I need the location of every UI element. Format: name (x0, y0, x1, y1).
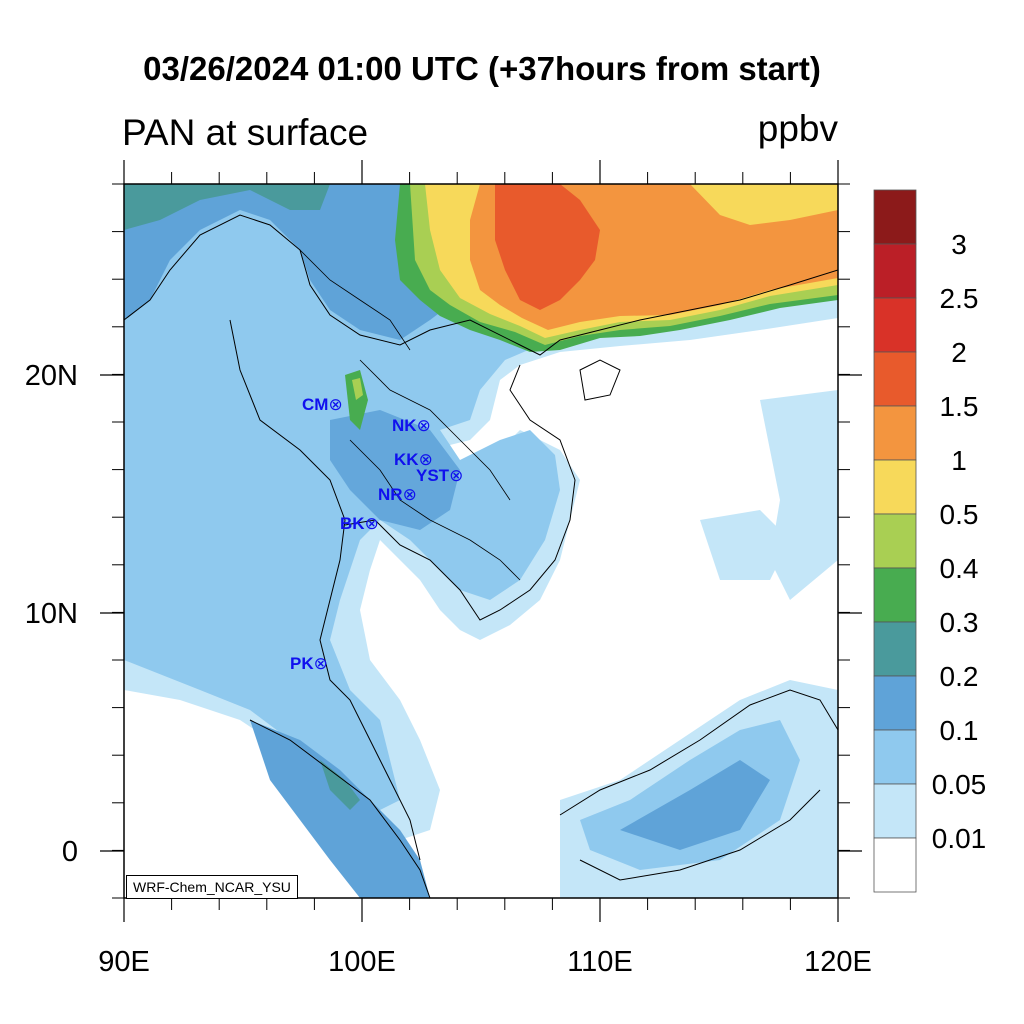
station-label: PK (290, 654, 314, 673)
colorbar-swatch (873, 621, 917, 677)
plot-title: 03/26/2024 01:00 UTC (+37hours from star… (143, 50, 821, 87)
units-title: ppbv (757, 108, 838, 149)
colorbar-label: 1 (951, 445, 967, 476)
colorbar-swatch (873, 837, 917, 893)
colorbar-label: 2 (951, 337, 967, 368)
colorbar-label: 0.1 (939, 715, 979, 746)
colorbar-label: 1.5 (939, 391, 979, 422)
colorbar-label: 3 (951, 229, 967, 260)
station-marker-icon: ⊗ (418, 450, 433, 469)
lon-label-120e: 120E (804, 946, 872, 978)
colorbar-swatch (873, 783, 917, 839)
station-label: NR (378, 485, 403, 504)
station-pk: PK⊗ (290, 654, 328, 674)
station-marker-icon: ⊗ (416, 416, 431, 435)
country-borders (299, 249, 521, 581)
colorbar-swatch (873, 405, 917, 461)
lat-label-0: 0 (61, 836, 78, 868)
station-marker-icon: ⊗ (449, 466, 464, 485)
minor-ticks (112, 172, 850, 910)
station-marker-icon: ⊗ (364, 514, 379, 533)
colorbar-label: 0.3 (939, 607, 979, 638)
lat-label-20n: 20N (24, 360, 78, 392)
colorbar-label: 0.01 (931, 823, 987, 854)
station-nk: NK⊗ (392, 416, 431, 436)
station-cm: CM⊗ (302, 395, 343, 415)
station-label: YST (416, 466, 450, 485)
station-nr: NR⊗ (378, 485, 417, 505)
colorbar-swatch (873, 729, 917, 785)
colorbar-swatch (873, 297, 917, 353)
colorbar-swatch (873, 351, 917, 407)
station-bk: BK⊗ (340, 514, 379, 534)
pan-concentration-field (124, 184, 838, 898)
station-marker-icon: ⊗ (313, 654, 328, 673)
plot-frame (123, 183, 839, 899)
station-label: CM (302, 395, 329, 414)
colorbar-swatch (873, 243, 917, 299)
colorbar-label: 0.4 (939, 553, 979, 584)
colorbar-swatch (873, 459, 917, 515)
colorbar-swatch (873, 513, 917, 569)
colorbar-swatch (873, 675, 917, 731)
lon-label-90e: 90E (98, 946, 150, 978)
colorbar-swatch (873, 189, 917, 245)
station-marker-icon: ⊗ (328, 395, 343, 414)
lon-label-110e: 110E (567, 946, 633, 978)
lat-label-10n: 10N (24, 598, 78, 630)
colorbar-label: 0.5 (939, 499, 979, 530)
station-label: BK (340, 514, 365, 533)
station-kk: KK⊗ (394, 450, 433, 470)
colorbar-swatch (873, 567, 917, 623)
station-marker-icon: ⊗ (402, 485, 417, 504)
colorbar-label: 2.5 (939, 283, 979, 314)
lon-label-100e: 100E (328, 946, 396, 978)
colorbar-label: 0.05 (931, 769, 987, 800)
colorbar-label: 0.2 (939, 661, 979, 692)
variable-title: PAN at surface (122, 112, 369, 153)
station-label: KK (394, 450, 419, 469)
station-label: NK (392, 416, 417, 435)
colorbar (873, 189, 917, 893)
coastlines (124, 214, 838, 898)
model-credit: WRF-Chem_NCAR_YSU (126, 875, 298, 899)
station-yst: YST⊗ (416, 466, 463, 486)
